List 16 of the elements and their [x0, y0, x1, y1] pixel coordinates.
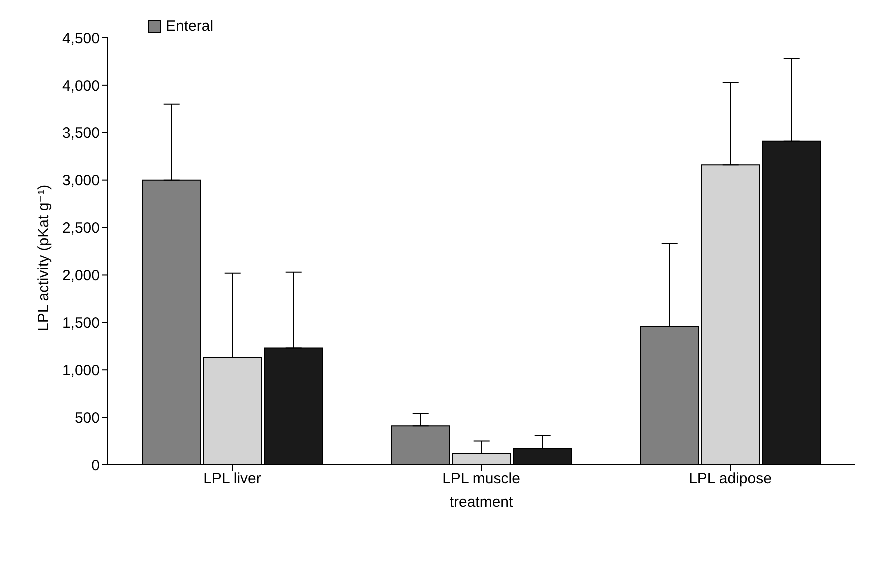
- y-tick-label: 0: [92, 457, 100, 474]
- y-axis-title: LPL activity (pKat g⁻¹): [35, 184, 52, 332]
- y-tick-label: 4,500: [62, 30, 100, 48]
- y-tick-label: 3,000: [62, 172, 100, 190]
- y-tick-label: 500: [74, 410, 100, 427]
- x-tick-label: LPL muscle: [442, 470, 520, 488]
- x-tick-label: LPL adipose: [689, 470, 772, 488]
- x-tick-label: LPL liver: [204, 470, 262, 488]
- legend-label: Enteral: [166, 18, 214, 35]
- y-tick-label: 2,000: [62, 268, 100, 285]
- y-tick-label: 1,500: [62, 314, 100, 332]
- y-tick-label: 2,500: [62, 220, 100, 238]
- y-tick-label: 1,000: [62, 362, 100, 380]
- y-tick-label: 3,500: [62, 125, 100, 142]
- y-tick-label: 4,000: [62, 78, 100, 95]
- x-axis-title: treatment: [450, 494, 514, 511]
